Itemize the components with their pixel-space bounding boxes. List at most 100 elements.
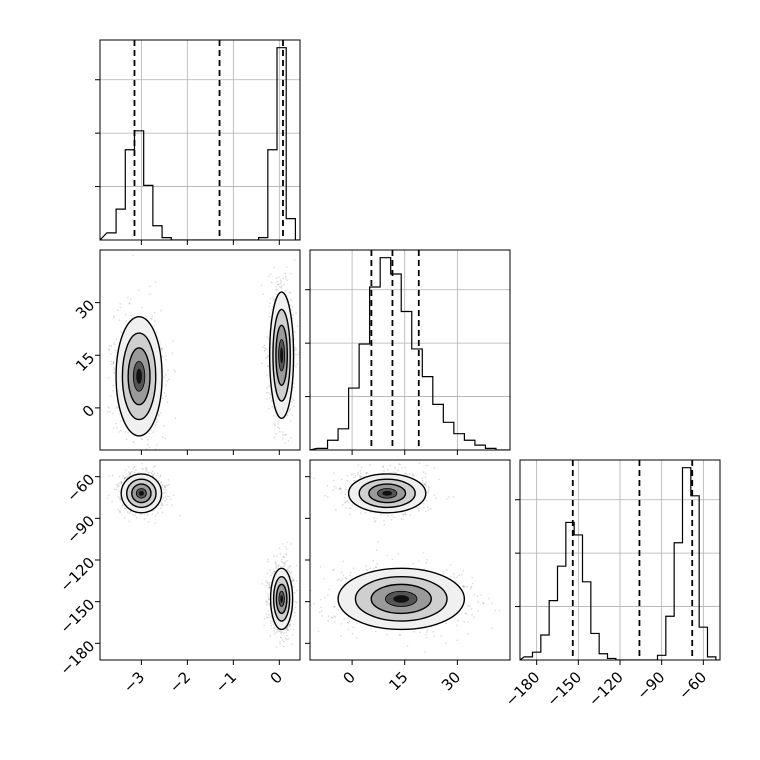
- p2-vs-p3-point: [470, 585, 472, 588]
- p1-vs-p2-point: [120, 420, 122, 423]
- p2-vs-p3-point: [365, 472, 368, 475]
- p1-vs-p2-point: [291, 414, 293, 417]
- p2-vs-p3-point: [426, 506, 429, 508]
- p1-vs-p3-point: [164, 500, 167, 502]
- p1-vs-p2-point: [289, 272, 292, 275]
- p1-vs-p3-point: [295, 589, 298, 592]
- p1-vs-p2-point: [133, 441, 136, 444]
- p1-vs-p2-point: [278, 276, 280, 279]
- p1-vs-p3-point: [133, 466, 136, 469]
- p1-vs-p3-point: [267, 595, 270, 598]
- p2-vs-p3-point: [448, 496, 450, 498]
- p1-vs-p3-point: [279, 636, 282, 639]
- p1-vs-p2-point: [290, 309, 293, 312]
- p1-vs-p3-point: [282, 645, 285, 648]
- p2-vs-p3-point: [383, 523, 386, 526]
- p2-vs-p3-point: [351, 473, 354, 475]
- p1-vs-p3-point: [120, 482, 123, 485]
- p1-vs-p2-point: [162, 424, 165, 427]
- p1-vs-p2-point: [280, 281, 282, 283]
- p2-vs-p3-point: [455, 576, 458, 579]
- p2-vs-p3-point: [457, 619, 459, 622]
- p1-vs-p2-point: [285, 275, 287, 278]
- p2-vs-p3-point: [373, 517, 376, 520]
- p1-vs-p3-point: [275, 646, 278, 648]
- p2-vs-p3-point: [392, 471, 395, 474]
- p2-vs-p3-point: [452, 496, 455, 498]
- p1-vs-p3-xtick-label: −2: [166, 668, 194, 696]
- p1-vs-p3-point: [284, 563, 286, 566]
- p1-vs-p2-point: [107, 411, 109, 413]
- p1-vs-p2-point: [130, 314, 133, 317]
- p2-vs-p3-point: [349, 513, 352, 516]
- p1-vs-p3-point: [129, 510, 132, 513]
- p1-vs-p2-point: [276, 423, 279, 425]
- p1-vs-p3-xtick-label: 0: [267, 668, 286, 687]
- p2-vs-p3-point: [349, 571, 352, 574]
- p2-vs-p3-point: [343, 496, 346, 499]
- p1-vs-p2-point: [147, 443, 150, 446]
- p1-vs-p3-point: [289, 624, 292, 626]
- p1-vs-p2-point: [263, 344, 266, 347]
- p1-vs-p3-point: [286, 568, 289, 571]
- p2-vs-p3-point: [352, 476, 355, 479]
- p1-vs-p3-point: [132, 467, 135, 469]
- p2-vs-p3-point: [333, 605, 336, 608]
- p2-vs-p3-point: [386, 554, 389, 557]
- p2-vs-p3-point: [412, 473, 415, 476]
- p1-vs-p3-point: [128, 520, 131, 523]
- p1-vs-p2-point: [268, 305, 271, 308]
- p1-vs-p3-point: [275, 631, 278, 634]
- p1-vs-p3-point: [127, 471, 130, 474]
- p1-vs-p2-point: [294, 346, 297, 349]
- p1-vs-p3-point: [285, 638, 288, 641]
- p2-vs-p3-point: [424, 651, 426, 653]
- p2-vs-p3-point: [372, 559, 375, 562]
- p1-vs-p2-point: [151, 318, 153, 320]
- p1-vs-p2-point: [266, 374, 269, 377]
- p1-vs-p3-point: [274, 563, 277, 566]
- p1-vs-p2-contour-peak: [280, 347, 284, 364]
- p2-vs-p3-point: [433, 494, 436, 497]
- p2-vs-p3-point: [335, 487, 337, 489]
- p1-vs-p2-point: [267, 337, 270, 340]
- p1-vs-p3-point: [279, 553, 282, 555]
- p1-vs-p3-point: [121, 504, 123, 507]
- p2-vs-p3-point: [383, 470, 385, 472]
- p1-vs-p2-point: [158, 340, 161, 343]
- p1-vs-p3-point: [280, 560, 283, 563]
- p1-vs-p3-point: [273, 570, 275, 573]
- p1-vs-p2-point: [273, 414, 275, 417]
- p1-vs-p3-point: [285, 631, 288, 634]
- p1-vs-p2-point: [166, 401, 169, 404]
- p1-vs-p3-point: [132, 513, 134, 516]
- p1-vs-p2-point: [273, 423, 276, 425]
- p1-vs-p2-point: [277, 420, 280, 422]
- p2-vs-p3-point: [394, 466, 396, 469]
- p1-vs-p2-point: [267, 407, 270, 410]
- p1-vs-p3-point: [133, 471, 136, 474]
- p1-vs-p2-point: [112, 427, 115, 429]
- p1-vs-p3-point: [161, 485, 164, 488]
- p1-vs-p3-point: [268, 602, 271, 605]
- p2-vs-p3-point: [422, 506, 425, 509]
- p1-vs-p3-point: [274, 627, 276, 629]
- p1-vs-p2-point: [113, 371, 116, 374]
- p1-vs-p2-point: [111, 412, 114, 415]
- p1-vs-p3-point: [282, 640, 285, 643]
- p1-vs-p2-point: [284, 289, 287, 292]
- p1-vs-p3-point: [143, 518, 146, 521]
- p1-vs-p2-point: [294, 331, 296, 333]
- p1-vs-p3-ytick-label: −120: [57, 554, 99, 596]
- p1-vs-p3-point: [271, 572, 274, 574]
- p1-vs-p3-ytick-label: −150: [57, 595, 99, 637]
- p2-vs-p3-point: [422, 471, 425, 474]
- p1-vs-p3-point: [268, 583, 270, 586]
- p1-vs-p3-point: [276, 628, 278, 631]
- p2-vs-p3-point: [347, 628, 350, 631]
- p1-vs-p2-point: [273, 299, 275, 301]
- p1-vs-p2-point: [109, 395, 112, 397]
- p1-vs-p2-point: [279, 282, 282, 285]
- p1-vs-p2-point: [294, 353, 297, 356]
- p1-vs-p3-point: [289, 573, 292, 575]
